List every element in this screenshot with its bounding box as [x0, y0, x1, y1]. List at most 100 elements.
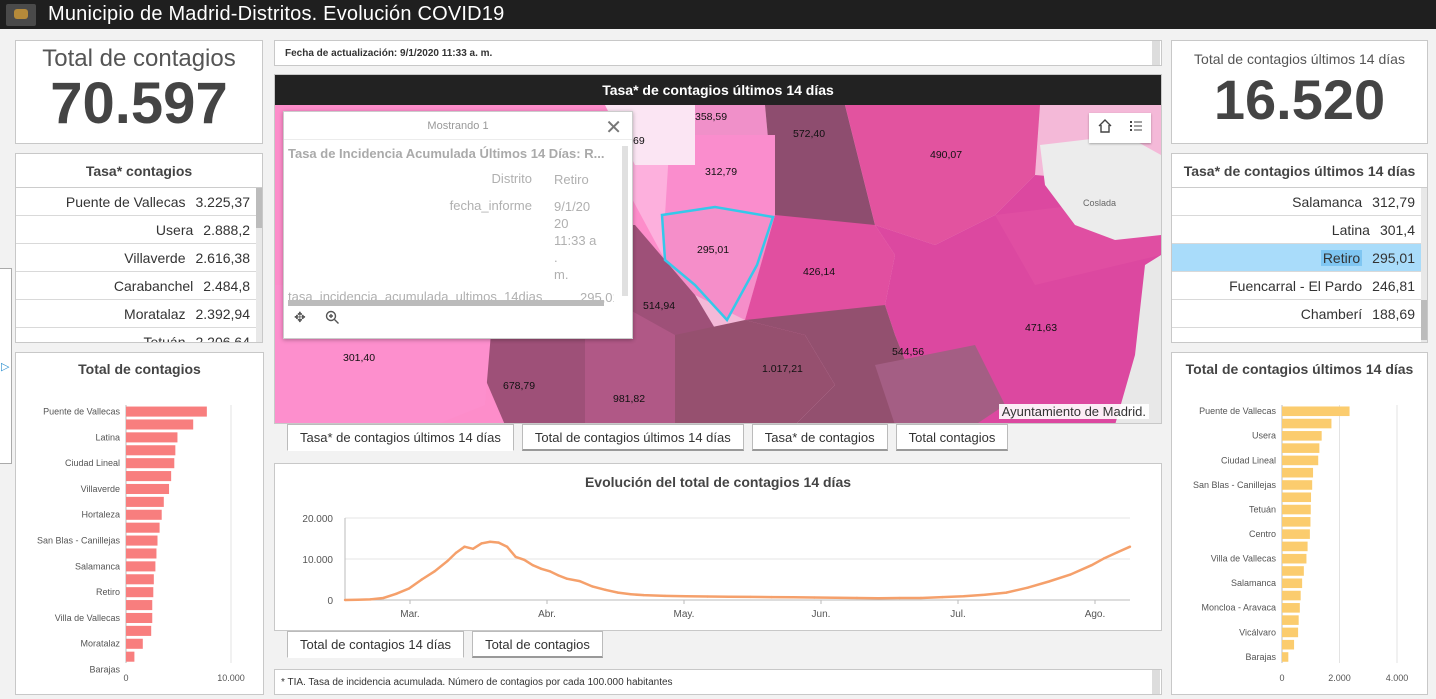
bar — [126, 587, 154, 598]
x-tick-label: Jun. — [812, 609, 831, 620]
line-tabs: Total de contagios 14 días Total de cont… — [287, 631, 603, 658]
data-point — [877, 596, 880, 600]
list-row[interactable]: Salamanca 312,79 — [1172, 188, 1427, 216]
expand-arrow-icon[interactable]: ▷ — [1, 361, 10, 373]
data-point — [407, 587, 411, 590]
data-point — [962, 595, 965, 598]
list-row[interactable]: Moratalaz 2.392,94 — [16, 300, 262, 328]
popup-header: Mostrando 1 ✕ — [284, 112, 632, 140]
home-icon[interactable] — [1097, 118, 1113, 139]
list-row[interactable]: Chamberí 188,69 — [1172, 300, 1427, 328]
data-point — [578, 579, 581, 583]
list-row[interactable]: Puente de Vallecas 3.225,37 — [16, 188, 262, 216]
map-label-12: 1.017,21 — [762, 363, 803, 375]
data-point — [898, 596, 901, 600]
tasa-list-title: Tasa* contagios — [16, 154, 262, 188]
tasa-list-scroll-thumb[interactable] — [256, 188, 262, 228]
category-label: Usera — [1252, 431, 1276, 441]
tasa-list-scrollbar[interactable] — [256, 188, 262, 342]
move-icon[interactable]: ✥ — [294, 309, 306, 325]
right-chart-title: Total de contagios últimos 14 días — [1185, 361, 1414, 377]
data-point — [557, 574, 560, 577]
map-label-3: 490,07 — [930, 149, 962, 161]
row-value: 246,81 — [1372, 277, 1415, 294]
category-label: Retiro — [96, 587, 120, 597]
total-14-chart-panel: Total de contagios últimos 14 días 0 2.00… — [1171, 352, 1428, 695]
bar — [1282, 627, 1299, 638]
zoom-to-icon[interactable] — [324, 309, 340, 328]
category-label: San Blas - Canillejas — [37, 535, 121, 545]
data-point — [565, 577, 569, 580]
bar — [126, 651, 135, 662]
update-scrollbar[interactable] — [1152, 41, 1160, 65]
category-label: Tetuán — [1249, 504, 1276, 514]
total-contagios-card: Total de contagios 70.597 — [15, 40, 263, 144]
tasa-contagios-list: Tasa* contagios Puente de Vallecas 3.225,… — [15, 153, 263, 343]
district-area-15 — [875, 345, 1005, 423]
category-label: Villa de Vallecas — [1211, 554, 1277, 564]
legend-list-icon[interactable] — [1128, 118, 1144, 139]
bar — [1282, 480, 1313, 490]
bar — [126, 445, 176, 456]
data-point — [791, 596, 795, 599]
data-point — [1047, 580, 1051, 583]
data-point — [531, 563, 534, 567]
bar — [126, 574, 154, 585]
list-row[interactable]: Usera 2.888,2 — [16, 216, 262, 244]
tab-tasa[interactable]: Tasa* de contagios — [751, 424, 888, 451]
category-label: Ciudad Lineal — [65, 458, 120, 468]
tasa14-list-scrollbar[interactable] — [1421, 188, 1427, 342]
list-row[interactable]: Retiro 295,01 — [1172, 244, 1427, 272]
data-point — [1116, 551, 1119, 554]
row-district-name: Tetuán — [143, 333, 186, 343]
popup-scrollbar-h[interactable] — [288, 300, 604, 306]
list-row[interactable]: Villaverde 2.616,38 — [16, 244, 262, 272]
category-label: Vicálvaro — [1239, 627, 1276, 637]
data-point — [540, 567, 543, 571]
tab-tasa-14[interactable]: Tasa* de contagios últimos 14 días — [287, 424, 514, 451]
data-point — [706, 595, 709, 598]
data-point — [394, 592, 398, 596]
list-row[interactable]: Carabanchel 2.484,8 — [16, 272, 262, 300]
popup-scrollbar-v[interactable] — [622, 146, 628, 296]
close-icon[interactable]: ✕ — [605, 117, 622, 139]
bar — [1282, 517, 1311, 527]
list-row[interactable]: Tetuán 2.206,64 — [16, 328, 262, 343]
x-tick-label: Abr. — [538, 609, 556, 620]
row-district-name: Salamanca — [1292, 193, 1363, 210]
popup-count: Mostrando 1 — [427, 119, 489, 132]
tasa14-list-scroll-thumb[interactable] — [1421, 300, 1427, 340]
data-point — [446, 559, 449, 563]
popup-scroll-thumb[interactable] — [288, 300, 604, 306]
row-district-name: Usera — [155, 221, 194, 238]
footer-scrollbar[interactable] — [1152, 670, 1160, 694]
data-point — [505, 545, 509, 548]
tab-total-line[interactable]: Total de contagios — [472, 631, 603, 658]
data-point — [813, 596, 816, 599]
tab-total[interactable]: Total contagios — [895, 424, 1009, 451]
category-label: Villa de Vallecas — [55, 613, 121, 623]
bar — [1282, 553, 1307, 564]
category-label: Moncloa - Aravaca — [1201, 603, 1276, 613]
y-tick-label: 0 — [327, 596, 333, 607]
district-area-14 — [745, 305, 915, 423]
popup-row-fecha: fecha_informe 9/1/20​20 11:33 a​. m. — [284, 198, 632, 283]
data-point — [604, 588, 607, 591]
data-point — [629, 593, 633, 596]
list-row[interactable]: Fuencarral - El Pardo 246,81 — [1172, 272, 1427, 300]
bar — [1282, 467, 1314, 478]
coslada-basemap — [1040, 135, 1161, 240]
district-area-13 — [675, 320, 835, 423]
row-district-name: Moratalaz — [124, 305, 186, 322]
bar — [1282, 431, 1322, 441]
data-point — [497, 541, 500, 544]
total-value: 70.597 — [50, 71, 228, 136]
tab-total-14[interactable]: Total de contagios últimos 14 días — [521, 424, 744, 451]
data-point — [834, 596, 837, 599]
data-point — [514, 555, 517, 559]
x-tick-label: Jul. — [950, 609, 966, 620]
tab-total-14-line[interactable]: Total de contagios 14 días — [287, 631, 465, 658]
bar — [126, 638, 143, 649]
side-panel-handle[interactable] — [0, 268, 12, 464]
list-row[interactable]: Latina 301,4 — [1172, 216, 1427, 244]
